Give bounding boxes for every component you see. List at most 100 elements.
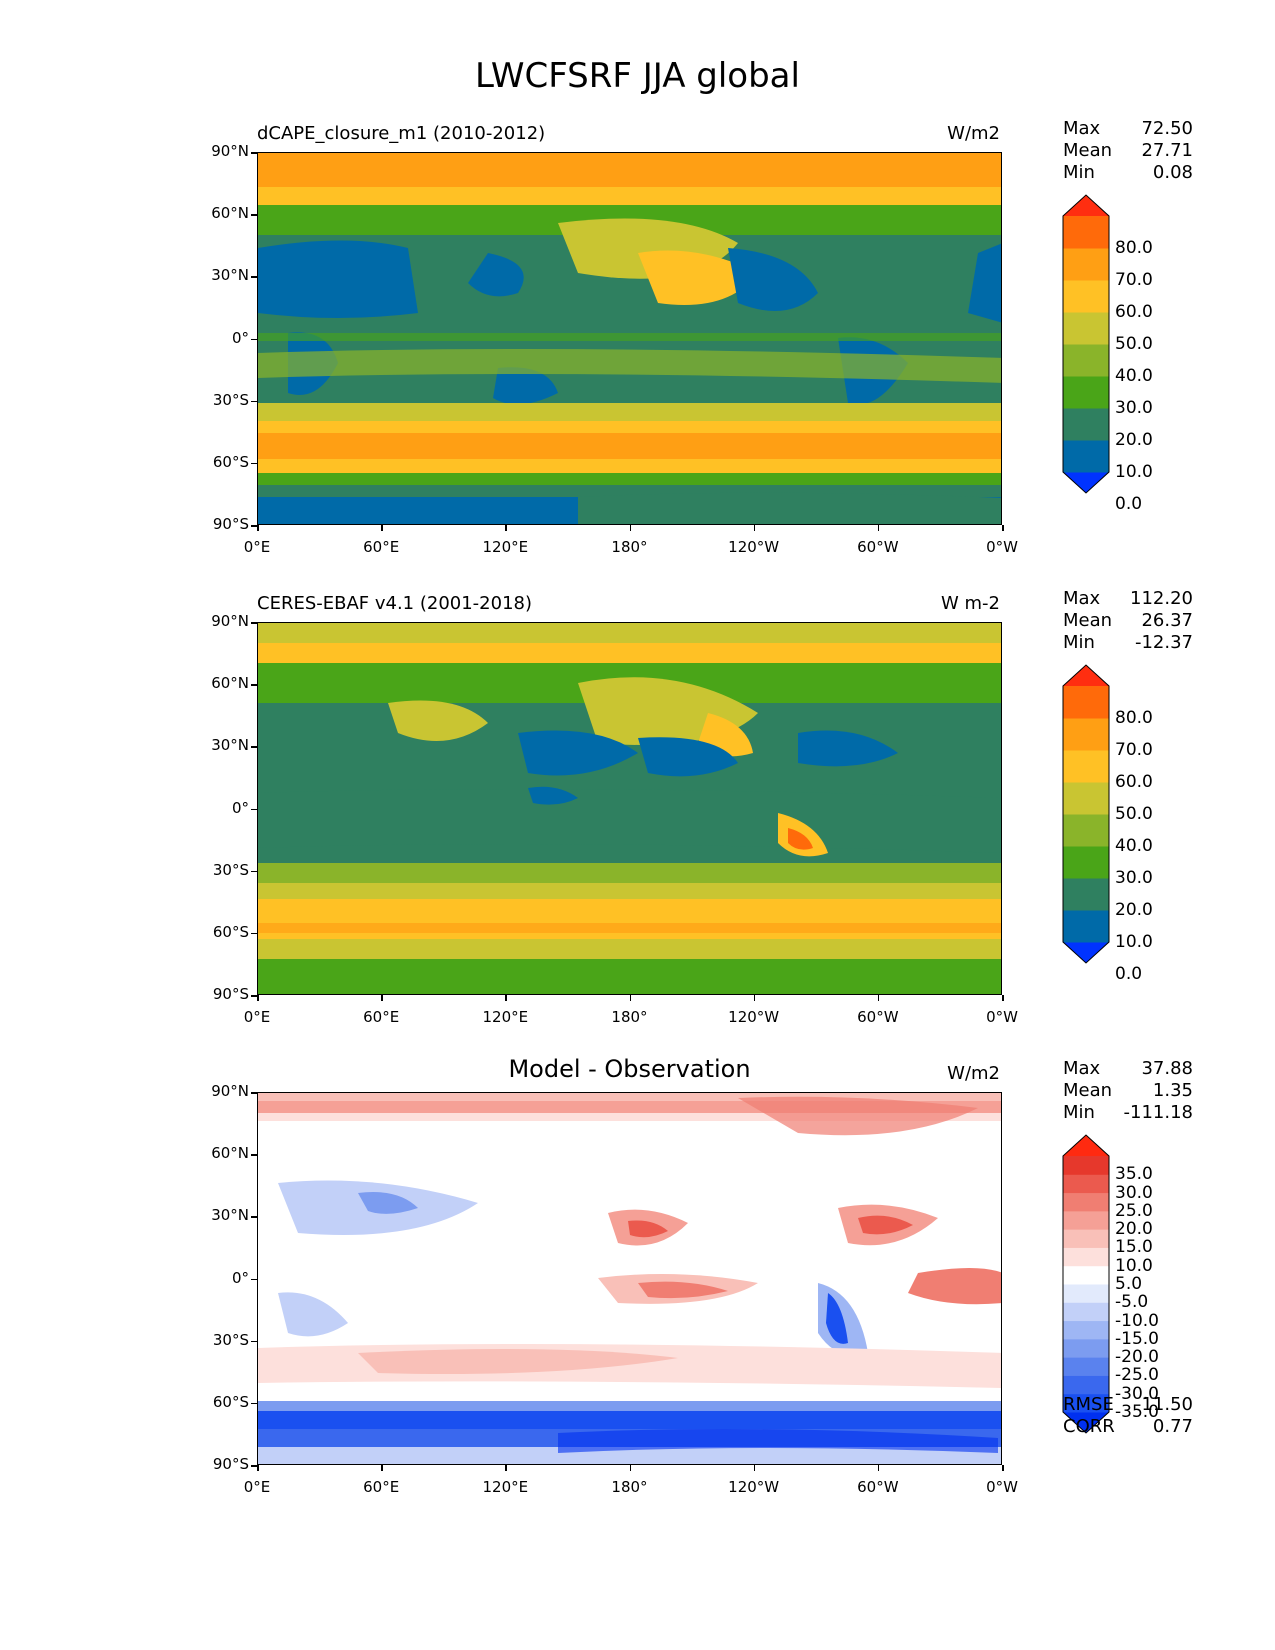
lat-tick-label: 90°S	[212, 515, 249, 533]
band	[258, 333, 1001, 341]
lon-tick-label: 120°W	[728, 1008, 780, 1026]
colorbar-label: -35.0	[1115, 1402, 1159, 1422]
region	[258, 1344, 1001, 1388]
colorbar-label: 20.0	[1115, 900, 1153, 920]
region	[798, 730, 898, 767]
map-field	[258, 153, 1001, 524]
lon-tick-label: 120°E	[482, 1478, 529, 1496]
lat-tick	[251, 525, 257, 527]
map-observation	[257, 622, 1002, 995]
region	[638, 250, 758, 305]
region	[518, 730, 638, 776]
stats-box: Max 37.88 Mean 1.35 Min -111.18	[1063, 1058, 1193, 1124]
colorbar-label: -30.0	[1115, 1383, 1159, 1404]
panel-title: dCAPE_closure_m1 (2010-2012)	[257, 123, 546, 144]
region	[638, 737, 738, 777]
region	[788, 828, 813, 850]
band	[258, 883, 1001, 899]
lat-tick-label: 60°N	[211, 674, 249, 693]
band	[258, 473, 1001, 485]
lon-tick	[753, 995, 756, 1001]
stat-value: -12.37	[1134, 632, 1193, 653]
colorbar-label: 10.0	[1115, 462, 1153, 482]
lat-tick	[251, 152, 257, 154]
lat-tick	[251, 1465, 257, 1467]
stat-label: Min	[1063, 162, 1095, 183]
lat-tick	[251, 1216, 257, 1218]
lon-tick	[877, 1465, 880, 1471]
band	[258, 643, 1001, 663]
map-field	[258, 623, 1001, 994]
lat-tick	[251, 1092, 257, 1094]
lon-tick	[629, 995, 631, 1001]
stat-label: Mean	[1063, 1080, 1113, 1101]
region	[278, 1292, 348, 1337]
colorbar-label: 35.0	[1115, 1164, 1153, 1185]
stat-value: 26.37	[1141, 610, 1193, 631]
region	[493, 367, 558, 405]
colorbar-label: -20.0	[1115, 1347, 1159, 1368]
region	[738, 1096, 978, 1136]
colorbar-swatch	[1063, 846, 1109, 879]
colorbar-swatch	[1063, 910, 1109, 943]
lat-tick-label: 30°S	[212, 390, 249, 409]
lon-tick	[381, 1465, 383, 1471]
colorbar-swatch	[1063, 1393, 1109, 1413]
lat-tick-label: 90°N	[211, 1082, 249, 1100]
lon-tick	[257, 995, 259, 1001]
lat-tick	[251, 684, 257, 686]
colorbar-label: 80.0	[1115, 708, 1153, 728]
band	[258, 1401, 1001, 1411]
lon-tick-label: 180°	[611, 538, 648, 556]
band	[258, 863, 1001, 883]
lat-tick	[251, 808, 257, 810]
stat-label: Max	[1063, 118, 1101, 139]
colorbar-label: 20.0	[1115, 1219, 1153, 1240]
colorbar-outline	[1062, 664, 1110, 964]
region	[358, 1192, 418, 1214]
region	[638, 1281, 728, 1299]
colorbar-extend-high	[1063, 665, 1109, 686]
colorbar-label: 25.0	[1115, 1200, 1153, 1221]
region	[578, 492, 1001, 524]
colorbar-label: 10.0	[1115, 932, 1153, 952]
panel-model: dCAPE_closure_m1 (2010-2012) W/m2	[0, 110, 1275, 580]
stat-value: 0.08	[1152, 162, 1193, 183]
band	[258, 959, 1001, 994]
colorbar-swatch	[1063, 878, 1109, 911]
colorbar-swatch	[1063, 216, 1109, 249]
lon-tick-label: 120°W	[728, 1478, 780, 1496]
colorbar-extend-low	[1063, 472, 1109, 493]
colorbar-label: 60.0	[1115, 302, 1153, 322]
lon-tick-label: 0°E	[243, 1008, 271, 1026]
units-label: W m-2	[940, 593, 1000, 614]
colorbar-label: -10.0	[1115, 1310, 1159, 1331]
lat-tick-label: 60°S	[212, 1392, 249, 1411]
region	[388, 700, 488, 741]
band	[258, 1411, 1001, 1429]
region	[258, 240, 418, 318]
lat-tick-label: 90°S	[212, 985, 249, 1003]
stat-value: 72.50	[1141, 118, 1193, 139]
stat-value: 112.20	[1130, 588, 1193, 609]
lon-tick	[1002, 995, 1004, 1001]
band	[258, 153, 1001, 187]
colorbar-label: 0.0	[1115, 964, 1143, 984]
colorbar-outline	[1062, 1134, 1110, 1434]
colorbar-label: 60.0	[1115, 772, 1153, 792]
stat-value: 1.35	[1152, 1080, 1193, 1101]
band	[258, 433, 1001, 459]
colorbar-extend-low	[1063, 942, 1109, 963]
lat-tick-label: 90°N	[211, 142, 249, 160]
lat-tick-label: 60°S	[212, 452, 249, 471]
colorbar-extend-low	[1063, 1412, 1109, 1433]
lon-tick	[257, 525, 259, 531]
lat-tick	[251, 1402, 257, 1405]
lat-tick-label: 30°N	[211, 736, 249, 755]
region	[858, 1215, 913, 1235]
lat-tick	[251, 400, 257, 403]
lon-tick-label: 60°W	[857, 1008, 899, 1026]
figure-title: LWCFSRF JJA global	[475, 56, 800, 96]
map-model	[257, 152, 1002, 525]
lon-tick-label: 120°W	[728, 538, 780, 556]
